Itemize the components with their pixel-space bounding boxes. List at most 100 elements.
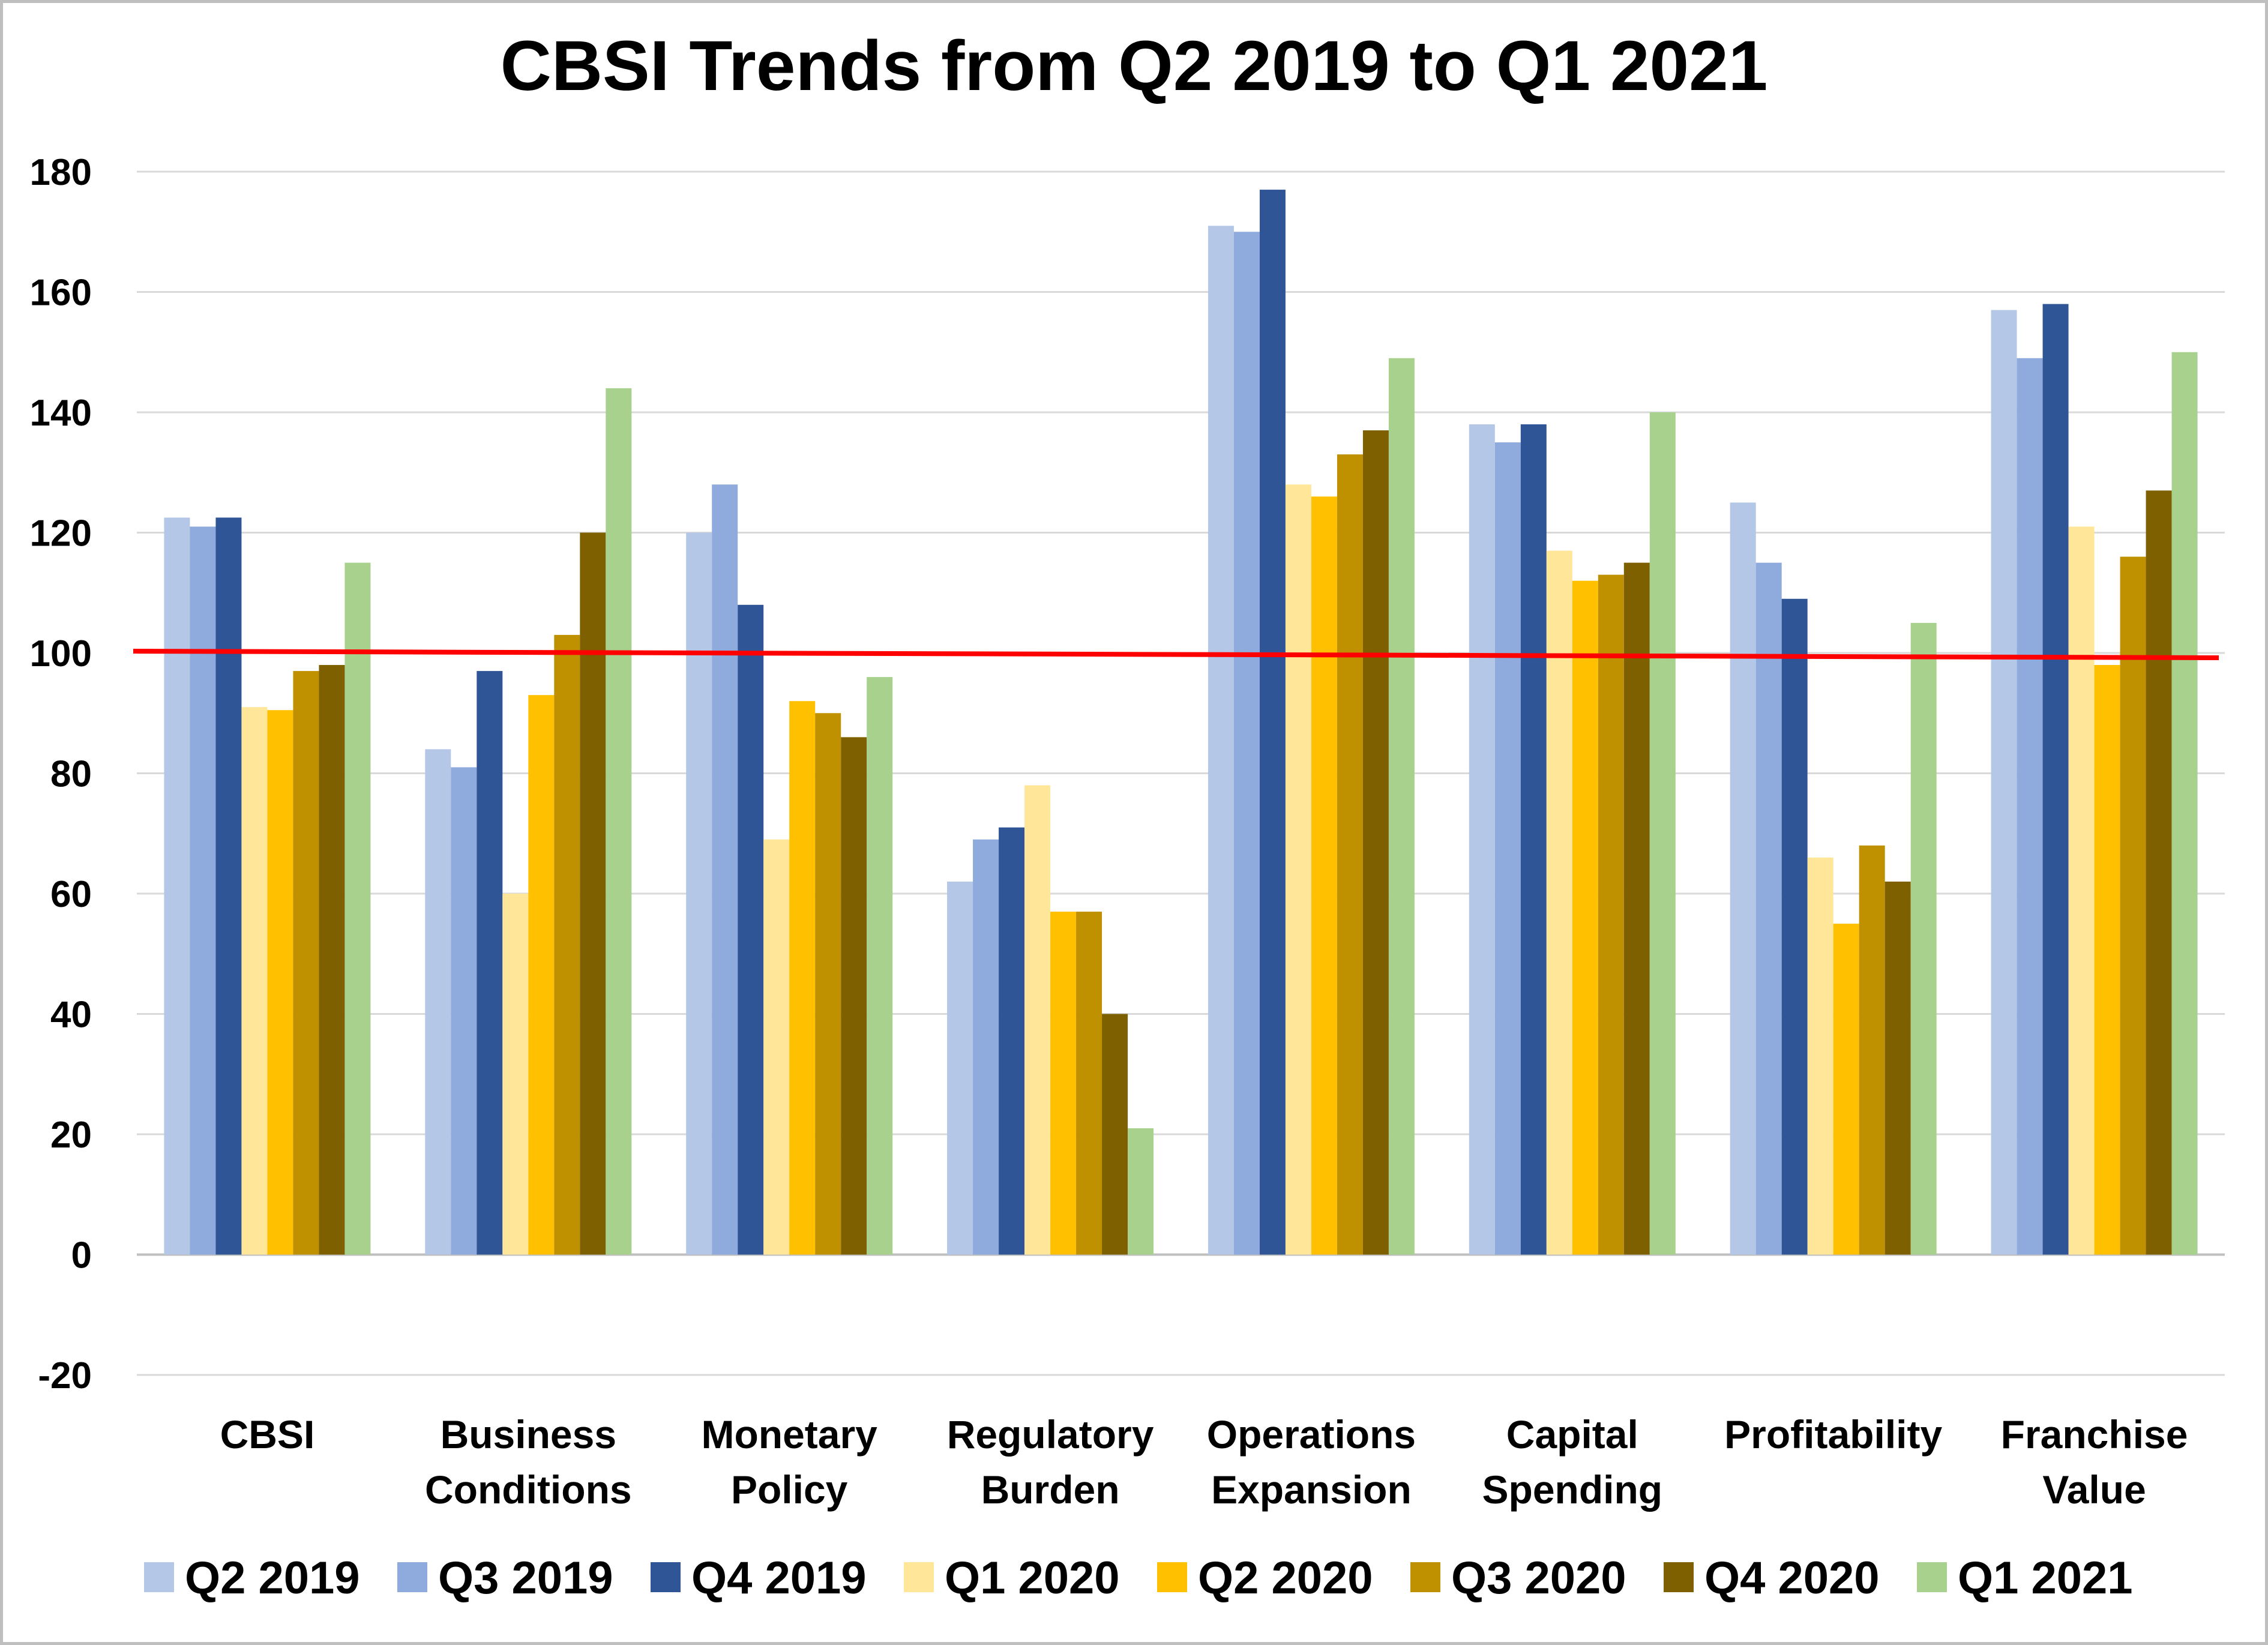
y-tick-label: 100: [30, 633, 92, 675]
bar: [502, 894, 529, 1255]
bar: [2171, 352, 2198, 1255]
bar: [528, 695, 555, 1255]
category-label: Franchise Value: [2001, 1412, 2188, 1512]
bar: [841, 737, 867, 1255]
bar: [1910, 622, 1937, 1255]
bar: [580, 532, 606, 1255]
legend-label: Q2 2019: [185, 1553, 360, 1604]
legend-label: Q1 2021: [1958, 1553, 2133, 1604]
bar: [215, 517, 242, 1255]
legend-label: Q4 2020: [1704, 1553, 1880, 1604]
bar: [1469, 424, 1495, 1255]
bar: [2042, 304, 2069, 1255]
legend-swatch: [144, 1562, 174, 1592]
legend-swatch: [904, 1562, 934, 1592]
bar: [1546, 550, 1572, 1255]
bar: [1730, 502, 1756, 1255]
bar: [763, 839, 790, 1255]
legend-swatch: [1917, 1562, 1947, 1592]
category-label: Profitability: [1724, 1412, 1942, 1457]
legend-swatch: [1410, 1562, 1440, 1592]
bar: [815, 713, 841, 1255]
y-tick-label: 180: [30, 152, 92, 193]
bar: [1337, 454, 1363, 1255]
bar: [190, 526, 216, 1255]
bar: [1859, 845, 1885, 1255]
legend-swatch: [397, 1562, 427, 1592]
legend-label: Q3 2020: [1451, 1553, 1626, 1604]
y-tick-label: 40: [50, 994, 92, 1036]
bar: [1781, 598, 1808, 1255]
bar: [2017, 358, 2043, 1255]
legend-label: Q3 2019: [438, 1553, 613, 1604]
bar: [344, 562, 371, 1255]
y-tick-label: 80: [50, 754, 92, 795]
y-tick-label: 60: [50, 874, 92, 915]
bar: [2094, 665, 2120, 1255]
bars: [164, 190, 2198, 1255]
x-axis-categories: CBSI Business Conditions Monetary Policy Regu…: [220, 1412, 2188, 1512]
bar: [1285, 484, 1311, 1255]
bar: [164, 517, 190, 1255]
bar: [319, 665, 345, 1255]
bar: [1755, 562, 1782, 1255]
bar: [1623, 562, 1650, 1255]
bar: [999, 827, 1025, 1255]
y-tick-label: -20: [38, 1355, 92, 1397]
bar: [267, 710, 293, 1255]
y-tick-label: 160: [30, 272, 92, 314]
bar: [1388, 358, 1415, 1255]
legend: Q2 2019 Q3 2019 Q4 2019 Q1 2020 Q2 2020 Q3 20…: [144, 1553, 2133, 1604]
bar: [554, 634, 580, 1255]
bar: [1884, 881, 1911, 1255]
bar: [789, 701, 816, 1255]
bar: [451, 767, 477, 1255]
bar: [1102, 1014, 1128, 1255]
bar: [1362, 430, 1389, 1255]
bar: [1649, 412, 1676, 1255]
bar: [1494, 442, 1521, 1255]
y-tick-label: 20: [50, 1114, 92, 1156]
bar: [293, 671, 319, 1255]
category-label: Monetary Policy: [701, 1412, 877, 1512]
bar: [1050, 912, 1077, 1255]
bar: [1076, 912, 1102, 1255]
legend-swatch: [1157, 1562, 1187, 1592]
bar: [1024, 785, 1051, 1255]
category-label: Business Conditions: [425, 1412, 632, 1512]
legend-label: Q4 2019: [691, 1553, 867, 1604]
bar: [738, 604, 764, 1255]
bar: [947, 881, 973, 1255]
reference-line: [133, 649, 2219, 660]
bar: [1208, 226, 1234, 1255]
y-tick-label: 0: [71, 1235, 92, 1277]
legend-label: Q1 2020: [945, 1553, 1120, 1604]
legend-swatch: [1664, 1562, 1694, 1592]
bar: [241, 707, 268, 1255]
bar: [867, 677, 893, 1255]
bar: [1520, 424, 1547, 1255]
bar: [1833, 924, 1859, 1255]
bar: [1991, 310, 2017, 1255]
bar: [1233, 232, 1260, 1255]
y-tick-label: 140: [30, 392, 92, 434]
y-tick-label: 120: [30, 513, 92, 555]
bar: [2146, 490, 2172, 1255]
bar: [686, 532, 712, 1255]
bar: [1572, 580, 1598, 1255]
legend-label: Q2 2020: [1198, 1553, 1373, 1604]
bar: [2120, 556, 2146, 1255]
category-label: Operations Expansion: [1207, 1412, 1416, 1512]
chart-title: CBSI Trends from Q2 2019 to Q1 2021: [500, 26, 1768, 106]
bar: [606, 388, 632, 1255]
category-label: Capital Spending: [1482, 1412, 1662, 1512]
bar: [2068, 526, 2095, 1255]
bar: [1259, 190, 1286, 1255]
bar: [425, 749, 451, 1255]
bar: [1598, 574, 1624, 1255]
bar: [973, 839, 999, 1255]
legend-swatch: [651, 1562, 681, 1592]
category-label: CBSI: [220, 1412, 315, 1457]
